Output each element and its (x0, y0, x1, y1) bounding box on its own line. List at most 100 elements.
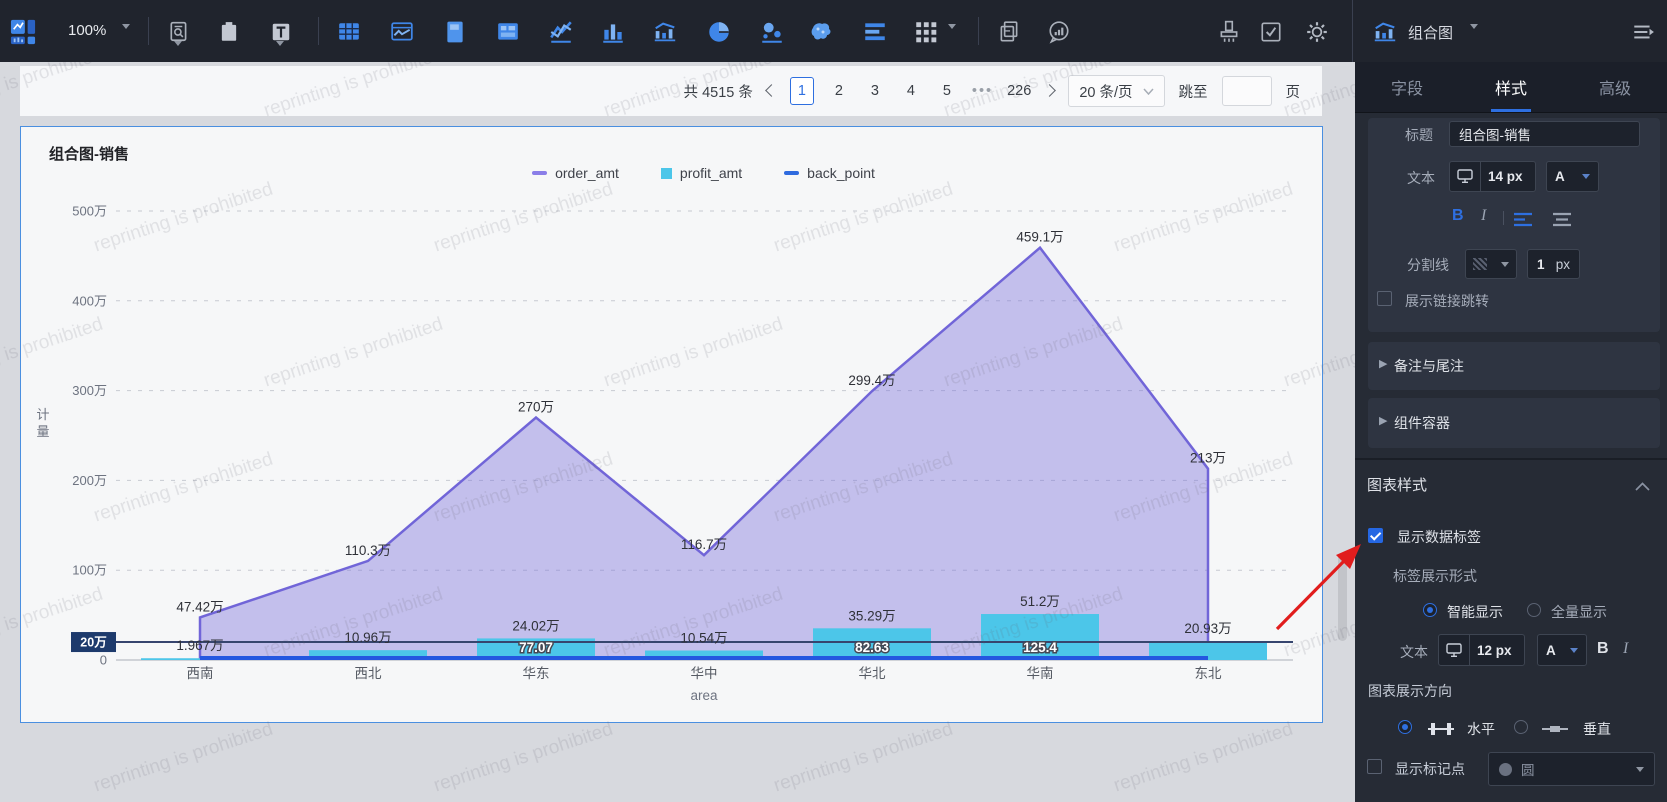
divider-style-dropdown[interactable] (1465, 249, 1517, 279)
section-container-label: 组件容器 (1394, 415, 1450, 431)
canvas-scrollbar-thumb[interactable] (1338, 553, 1347, 641)
table-icon[interactable] (336, 19, 362, 45)
brush-icon[interactable] (1216, 19, 1242, 45)
page-button-3[interactable]: 3 (870, 83, 879, 99)
label-text-size-control[interactable]: 12 px (1438, 634, 1525, 666)
combo-chart-icon[interactable] (652, 19, 678, 45)
section-notes[interactable]: ▶ 备注与尾注 (1368, 342, 1660, 390)
divider (1480, 161, 1481, 192)
list-chart-icon[interactable] (862, 19, 888, 45)
legend-swatch (532, 171, 548, 175)
chart-type-caret-icon[interactable] (1470, 24, 1478, 47)
link-jump-checkbox[interactable] (1377, 291, 1392, 306)
page-layout-icon[interactable] (442, 19, 468, 45)
title-input[interactable]: 组合图-销售 (1449, 121, 1640, 147)
text-size-control[interactable]: 14 px (1449, 161, 1536, 192)
clipboard-icon[interactable] (216, 19, 242, 45)
app-logo-icon[interactable] (10, 19, 36, 45)
chevron-up-icon[interactable] (1635, 478, 1650, 496)
area-label: 270万 (518, 400, 554, 415)
jump-page-input[interactable] (1221, 76, 1272, 106)
align-left-button[interactable] (1513, 212, 1533, 232)
grid-more-caret-icon[interactable] (948, 24, 956, 47)
copy-doc-icon[interactable] (996, 19, 1022, 45)
legend-item-order-amt[interactable]: order_amt (532, 165, 619, 181)
tab-advanced[interactable]: 高级 (1598, 81, 1631, 98)
total-count: 共 4515 条 (683, 84, 753, 101)
mark-shape-dropdown[interactable]: 圆 (1488, 752, 1655, 786)
legend-item-back-point[interactable]: back_point (784, 165, 875, 181)
bar-华东[interactable] (477, 638, 595, 660)
show-data-labels-checkbox[interactable] (1368, 528, 1383, 543)
x-tick-label: 东北 (1195, 666, 1223, 681)
legend-item-profit-amt[interactable]: profit_amt (660, 165, 742, 181)
menu-collapse-icon[interactable] (1630, 19, 1656, 45)
zoom-level[interactable]: 100% (68, 22, 107, 39)
zoom-caret-icon[interactable] (122, 24, 130, 47)
gear-icon[interactable] (1304, 19, 1330, 45)
back-point-label: 77.07 (519, 640, 553, 655)
area-series[interactable] (200, 247, 1208, 660)
font-color-dropdown[interactable]: A (1546, 161, 1599, 192)
prev-page-button[interactable] (765, 83, 778, 99)
x-tick-label: 华东 (523, 666, 550, 681)
page-button-5[interactable]: 5 (942, 83, 951, 99)
bar-西北[interactable] (309, 650, 427, 660)
pagination-bar: 共 4515 条 1 2 3 4 5 ••• 226 20 条/页 跳至 页 (20, 66, 1322, 116)
map-chart-icon[interactable] (808, 19, 834, 45)
label-color-dropdown[interactable]: A (1537, 634, 1587, 666)
divider-width-input[interactable]: 1 px (1527, 249, 1580, 279)
bar-华南[interactable] (981, 614, 1099, 660)
bar-东北[interactable] (1149, 641, 1267, 660)
chart-card[interactable]: 组合图-销售 order_amt profit_amt back_point 5… (20, 126, 1323, 723)
comment-icon[interactable] (1046, 19, 1072, 45)
label-italic-button[interactable]: I (1623, 640, 1629, 657)
chevron-down-icon (1582, 174, 1590, 179)
next-page-button[interactable] (1043, 83, 1057, 99)
page-button-4[interactable]: 4 (906, 83, 915, 99)
scatter-chart-icon[interactable] (759, 19, 785, 45)
chart-type-label[interactable]: 组合图 (1408, 25, 1454, 42)
text-tool-icon[interactable] (268, 19, 294, 45)
title-label: 标题 (1405, 127, 1433, 143)
current-chart-type-icon[interactable] (1372, 19, 1398, 45)
tab-fields[interactable]: 字段 (1390, 81, 1423, 98)
grid-more-icon[interactable] (913, 19, 939, 45)
pie-chart-icon[interactable] (706, 19, 732, 45)
dashboard-icon[interactable] (495, 19, 521, 45)
section-container[interactable]: ▶ 组件容器 (1368, 398, 1660, 448)
watermark-text: reprinting is prohibited (771, 718, 956, 797)
chart-card-title: 组合图-销售 (49, 146, 129, 163)
y-tick-label: 500万 (72, 204, 107, 219)
last-page-button[interactable]: 226 (1007, 83, 1032, 99)
italic-button[interactable]: I (1481, 207, 1487, 224)
horizontal-label: 水平 (1467, 721, 1495, 737)
filter-caret-icon[interactable] (174, 41, 182, 64)
chart-style-header: 图表样式 (1367, 477, 1428, 494)
full-display-radio[interactable] (1527, 603, 1541, 617)
page-button-2[interactable]: 2 (834, 83, 843, 99)
tab-style[interactable]: 样式 (1459, 62, 1563, 112)
font-color-a: A (1555, 169, 1565, 184)
divider (1469, 634, 1470, 666)
bar-华北[interactable] (813, 628, 931, 660)
bold-button[interactable]: B (1452, 207, 1464, 224)
font-size-value: 14 px (1488, 169, 1523, 184)
vertical-radio[interactable] (1514, 720, 1528, 734)
chart-window-icon[interactable] (389, 19, 415, 45)
text-tool-caret-icon[interactable] (276, 41, 284, 64)
smart-display-radio[interactable] (1423, 603, 1437, 617)
todo-check-icon[interactable] (1258, 19, 1284, 45)
horizontal-radio[interactable] (1398, 720, 1412, 734)
page-button-1[interactable]: 1 (789, 77, 814, 105)
line-chart-icon[interactable] (548, 19, 574, 45)
align-center-button[interactable] (1552, 212, 1572, 232)
label-bold-button[interactable]: B (1597, 640, 1609, 657)
filter-search-icon[interactable] (166, 19, 192, 45)
label-text-label: 文本 (1400, 644, 1428, 660)
page-size-select[interactable]: 20 条/页 (1068, 75, 1165, 107)
show-mark-points-checkbox[interactable] (1367, 759, 1382, 774)
bar-chart-icon[interactable] (600, 19, 626, 45)
bar-华中[interactable] (645, 650, 763, 660)
